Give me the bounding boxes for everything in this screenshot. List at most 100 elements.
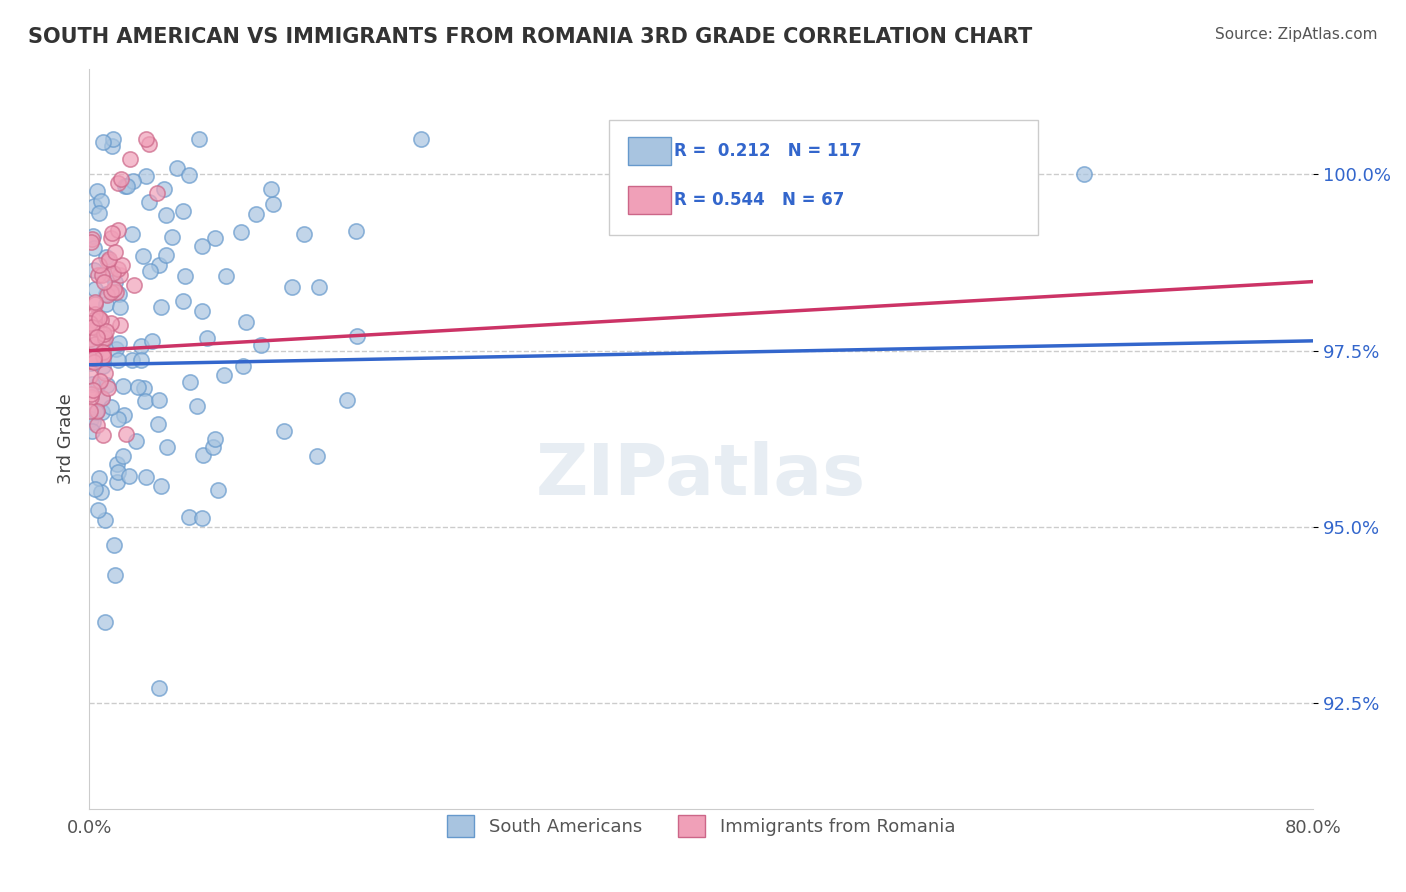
Point [103, 538, 125, 552]
Text: SOUTH AMERICAN VS IMMIGRANTS FROM ROMANIA 3RD GRADE CORRELATION CHART: SOUTH AMERICAN VS IMMIGRANTS FROM ROMANI… [28, 27, 1032, 46]
Point [79, 387, 101, 401]
Point [84, 320, 107, 334]
Point [204, 432, 226, 446]
Point [79, 339, 101, 353]
Point [135, 469, 157, 483]
Point [93, 276, 115, 290]
Point [97, 254, 120, 268]
Point [94, 331, 117, 345]
Point [204, 231, 226, 245]
Point [292, 227, 315, 242]
Point [409, 132, 432, 146]
Point [138, 195, 160, 210]
Point [87, 377, 110, 392]
Point [108, 287, 131, 301]
Point [108, 300, 131, 314]
Point [80, 356, 103, 370]
Point [107, 353, 129, 368]
Point [100, 230, 122, 244]
Point [344, 224, 367, 238]
Point [118, 469, 141, 483]
Point [84, 295, 107, 310]
Point [97, 252, 120, 266]
Point [231, 225, 253, 239]
Point [124, 434, 146, 448]
Point [79, 332, 101, 346]
Point [93, 349, 115, 363]
Point [172, 293, 194, 308]
Point [84, 349, 107, 363]
Y-axis label: 3rd Grade: 3rd Grade [58, 393, 75, 484]
Point [148, 681, 170, 695]
Point [83, 355, 105, 369]
Point [79, 320, 101, 334]
Point [179, 510, 201, 524]
Point [173, 268, 195, 283]
Point [97, 381, 120, 395]
Point [107, 412, 129, 426]
Point [107, 261, 129, 276]
Point [260, 182, 283, 196]
Point [129, 352, 152, 367]
Point [103, 132, 125, 146]
Point [115, 179, 138, 194]
Point [134, 393, 156, 408]
Point [187, 132, 209, 146]
FancyBboxPatch shape [627, 186, 671, 214]
Point [104, 275, 127, 289]
Point [177, 168, 200, 182]
Point [101, 227, 124, 241]
Point [135, 132, 157, 146]
Point [91, 405, 114, 419]
Point [156, 440, 179, 454]
Point [110, 171, 132, 186]
Point [138, 264, 160, 278]
Point [114, 178, 136, 193]
Point [105, 457, 128, 471]
Point [215, 268, 238, 283]
Point [308, 280, 330, 294]
Point [94, 297, 117, 311]
Point [346, 329, 368, 343]
Point [83, 307, 105, 321]
Point [83, 351, 105, 366]
Point [100, 400, 122, 414]
Point [86, 310, 108, 324]
Point [108, 268, 131, 283]
Point [212, 368, 235, 383]
Point [83, 313, 105, 327]
Point [148, 393, 170, 408]
Point [93, 326, 115, 341]
Point [191, 239, 214, 253]
Point [84, 296, 107, 310]
Point [107, 465, 129, 479]
Point [84, 405, 107, 419]
Text: Source: ZipAtlas.com: Source: ZipAtlas.com [1215, 27, 1378, 42]
Point [83, 199, 105, 213]
Point [93, 359, 115, 374]
Point [202, 440, 225, 454]
Point [186, 399, 208, 413]
Point [191, 511, 214, 525]
Point [83, 241, 105, 255]
Point [131, 339, 153, 353]
Point [97, 267, 120, 281]
Point [127, 380, 149, 394]
Point [91, 428, 114, 442]
Point [166, 161, 188, 175]
Point [90, 485, 112, 500]
Point [93, 615, 115, 629]
Point [250, 337, 273, 351]
Point [79, 368, 101, 383]
Point [86, 268, 108, 282]
FancyBboxPatch shape [627, 136, 671, 165]
Point [82, 415, 104, 429]
Point [84, 282, 107, 296]
Point [138, 137, 160, 152]
Point [93, 513, 115, 527]
Point [232, 359, 254, 373]
FancyBboxPatch shape [609, 120, 1038, 235]
Point [86, 404, 108, 418]
Point [121, 227, 143, 241]
Point [134, 380, 156, 394]
